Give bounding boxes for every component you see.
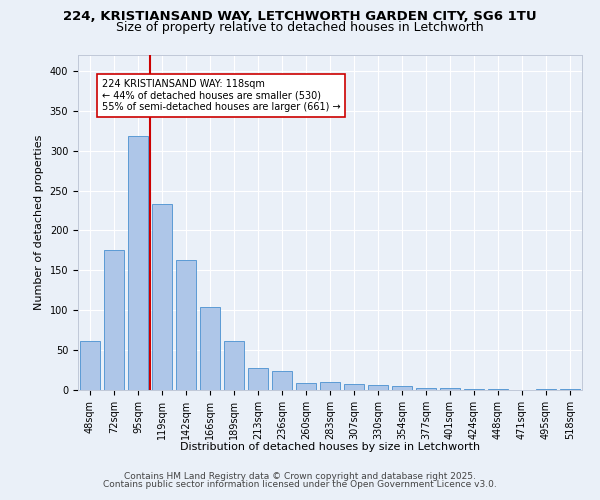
- Bar: [272, 371, 292, 390]
- Bar: [344, 384, 364, 390]
- Bar: [296, 383, 316, 390]
- Bar: [104, 250, 124, 390]
- Bar: [80, 340, 100, 390]
- Bar: [320, 382, 340, 390]
- Bar: [152, 204, 172, 390]
- Bar: [440, 388, 460, 390]
- Bar: [416, 388, 436, 390]
- Y-axis label: Number of detached properties: Number of detached properties: [34, 135, 44, 310]
- Bar: [368, 385, 388, 390]
- Text: Contains HM Land Registry data © Crown copyright and database right 2025.: Contains HM Land Registry data © Crown c…: [124, 472, 476, 481]
- Text: Size of property relative to detached houses in Letchworth: Size of property relative to detached ho…: [116, 21, 484, 34]
- Bar: [224, 340, 244, 390]
- Text: 224, KRISTIANSAND WAY, LETCHWORTH GARDEN CITY, SG6 1TU: 224, KRISTIANSAND WAY, LETCHWORTH GARDEN…: [63, 10, 537, 23]
- X-axis label: Distribution of detached houses by size in Letchworth: Distribution of detached houses by size …: [180, 442, 480, 452]
- Bar: [128, 136, 148, 390]
- Bar: [200, 307, 220, 390]
- Text: 224 KRISTIANSAND WAY: 118sqm
← 44% of detached houses are smaller (530)
55% of s: 224 KRISTIANSAND WAY: 118sqm ← 44% of de…: [102, 79, 341, 112]
- Bar: [536, 389, 556, 390]
- Bar: [560, 389, 580, 390]
- Text: Contains public sector information licensed under the Open Government Licence v3: Contains public sector information licen…: [103, 480, 497, 489]
- Bar: [176, 260, 196, 390]
- Bar: [392, 386, 412, 390]
- Bar: [464, 389, 484, 390]
- Bar: [488, 389, 508, 390]
- Bar: [248, 368, 268, 390]
